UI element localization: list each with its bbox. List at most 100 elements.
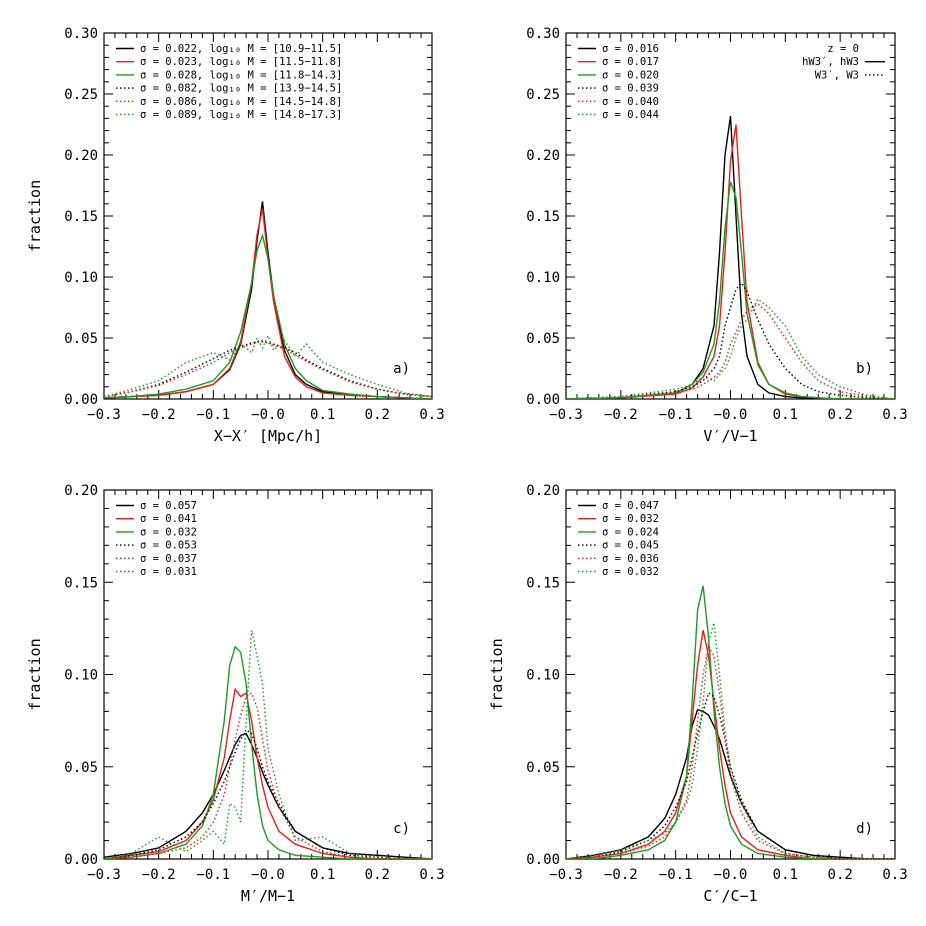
legend-entry: σ = 0.041	[140, 513, 197, 525]
x-tick-label: −0.3	[87, 407, 121, 423]
chart-panel-4: −0.3 −0.2 −0.1 −0.0 0.1 0.2 0.3 0.00 0.05 0.10 0.1…	[488, 483, 908, 905]
y-tick-label: 0.00	[64, 852, 98, 868]
legend-entry: σ = 0.017	[602, 56, 659, 68]
x-tick-label: −0.2	[604, 407, 638, 423]
legend-entry: σ = 0.040	[602, 96, 659, 108]
legend-entry: σ = 0.023, log₁₀ M = [11.5−11.8]	[140, 56, 342, 68]
y-tick-label: 0.05	[64, 760, 98, 776]
x-tick-label: 0.2	[828, 867, 853, 883]
y-tick-label: 0.15	[64, 575, 98, 591]
x-tick-label: −0.1	[196, 407, 230, 423]
legend-entry: σ = 0.037	[140, 553, 197, 565]
y-tick-label: 0.20	[526, 483, 560, 499]
legend-entry: σ = 0.086, log₁₀ M = [14.5−14.8]	[140, 96, 342, 108]
x-tick-label: −0.0	[714, 407, 748, 423]
legend-entry: σ = 0.032	[602, 513, 659, 525]
legend-entry: σ = 0.047	[602, 500, 659, 512]
legend-entry: σ = 0.039	[602, 83, 659, 95]
series-line-6	[566, 622, 895, 859]
panel-label: b)	[856, 361, 873, 377]
x-tick-label: 0.3	[882, 867, 907, 883]
series-line-1	[566, 708, 895, 859]
y-tick-label: 0.25	[64, 87, 98, 103]
y-tick-label: 0.20	[64, 148, 98, 164]
y-tick-label: 0.30	[64, 26, 98, 42]
x-tick-label: −0.0	[251, 407, 285, 423]
x-tick-label: 0.1	[773, 867, 798, 883]
x-tick-label: 0.1	[310, 407, 335, 423]
x-tick-label: 0.1	[773, 407, 798, 423]
x-tick-label: −0.3	[549, 867, 583, 883]
x-axis-label: C′/C−1	[703, 887, 757, 905]
series-line-6	[104, 333, 432, 398]
series-line-4	[566, 691, 895, 859]
legend-entry: σ = 0.036	[602, 553, 659, 565]
y-tick-label: 0.05	[526, 331, 560, 347]
y-tick-label: 0.10	[64, 270, 98, 286]
x-tick-label: −0.1	[659, 867, 693, 883]
y-tick-label: 0.20	[64, 483, 98, 499]
legend-entry: σ = 0.024	[602, 526, 659, 538]
x-tick-label: −0.0	[714, 867, 748, 883]
chart-panel-3: −0.3 −0.2 −0.1 −0.0 0.1 0.2 0.3 0.00 0.05 0.10 0.1…	[26, 483, 445, 905]
chart-panel-2: −0.3 −0.2 −0.1 −0.0 0.1 0.2 0.3 0.00 0.05 0.10 0.1…	[526, 26, 907, 445]
x-tick-label: −0.3	[87, 867, 121, 883]
x-tick-label: −0.2	[604, 867, 638, 883]
legend-entry: σ = 0.028, log₁₀ M = [11.8−14.3]	[140, 69, 342, 81]
y-tick-label: 0.00	[526, 392, 560, 408]
series-line-3	[104, 233, 432, 399]
series-line-5	[566, 302, 895, 399]
chart-panel-1: −0.3 −0.2 −0.1 −0.0 0.1 0.2 0.3 0.00 0.05 0.10 0.1…	[26, 26, 445, 445]
y-axis-label: fraction	[488, 638, 506, 710]
x-tick-label: −0.1	[659, 407, 693, 423]
panel-label: c)	[393, 821, 410, 837]
x-tick-label: −0.2	[142, 407, 176, 423]
legend-entry: σ = 0.016	[602, 43, 659, 55]
y-tick-label: 0.00	[64, 392, 98, 408]
x-tick-label: 0.3	[419, 867, 444, 883]
legend-entry: σ = 0.057	[140, 500, 197, 512]
y-tick-label: 0.15	[526, 209, 560, 225]
y-tick-label: 0.05	[526, 760, 560, 776]
x-axis-label: X−X′ [Mpc/h]	[214, 427, 322, 445]
series-line-5	[104, 339, 432, 398]
series-line-2	[104, 687, 432, 859]
x-tick-label: −0.0	[251, 867, 285, 883]
legend-entry: σ = 0.053	[140, 540, 197, 552]
y-axis-label: fraction	[26, 638, 44, 710]
x-tick-label: −0.3	[549, 407, 583, 423]
series-line-5	[566, 644, 895, 859]
panel-label: d)	[856, 821, 873, 837]
legend-entry: σ = 0.031	[140, 566, 197, 578]
x-axis-label: V′/V−1	[703, 427, 757, 445]
legend-entry: σ = 0.089, log₁₀ M = [14.8−17.3]	[140, 109, 342, 121]
x-tick-label: 0.2	[365, 407, 390, 423]
series-line-3	[566, 181, 895, 399]
series-line-3	[104, 645, 432, 859]
x-axis-label: M′/M−1	[241, 887, 295, 905]
legend-entry: σ = 0.044	[602, 109, 659, 121]
series-line-4	[566, 281, 895, 399]
series-line-3	[566, 585, 895, 859]
y-tick-label: 0.00	[526, 852, 560, 868]
x-tick-label: 0.2	[828, 407, 853, 423]
legend-entry: σ = 0.082, log₁₀ M = [13.9−14.5]	[140, 83, 342, 95]
legend-entry: σ = 0.032	[602, 566, 659, 578]
style-legend-entry: hW3′, hW3	[802, 56, 859, 68]
series-line-5	[104, 691, 432, 859]
x-tick-label: 0.3	[419, 407, 444, 423]
y-tick-label: 0.15	[64, 209, 98, 225]
series-line-1	[104, 201, 432, 399]
style-legend-entry: z = 0	[827, 43, 859, 55]
x-tick-label: −0.1	[196, 867, 230, 883]
y-axis-label: fraction	[26, 180, 44, 252]
legend-entry: σ = 0.022, log₁₀ M = [10.9−11.5]	[140, 43, 342, 55]
y-tick-label: 0.15	[526, 575, 560, 591]
series-line-2	[104, 208, 432, 399]
series-line-4	[104, 728, 432, 859]
x-tick-label: 0.2	[365, 867, 390, 883]
legend-entry: σ = 0.020	[602, 69, 659, 81]
x-tick-label: 0.1	[310, 867, 335, 883]
y-tick-label: 0.20	[526, 148, 560, 164]
